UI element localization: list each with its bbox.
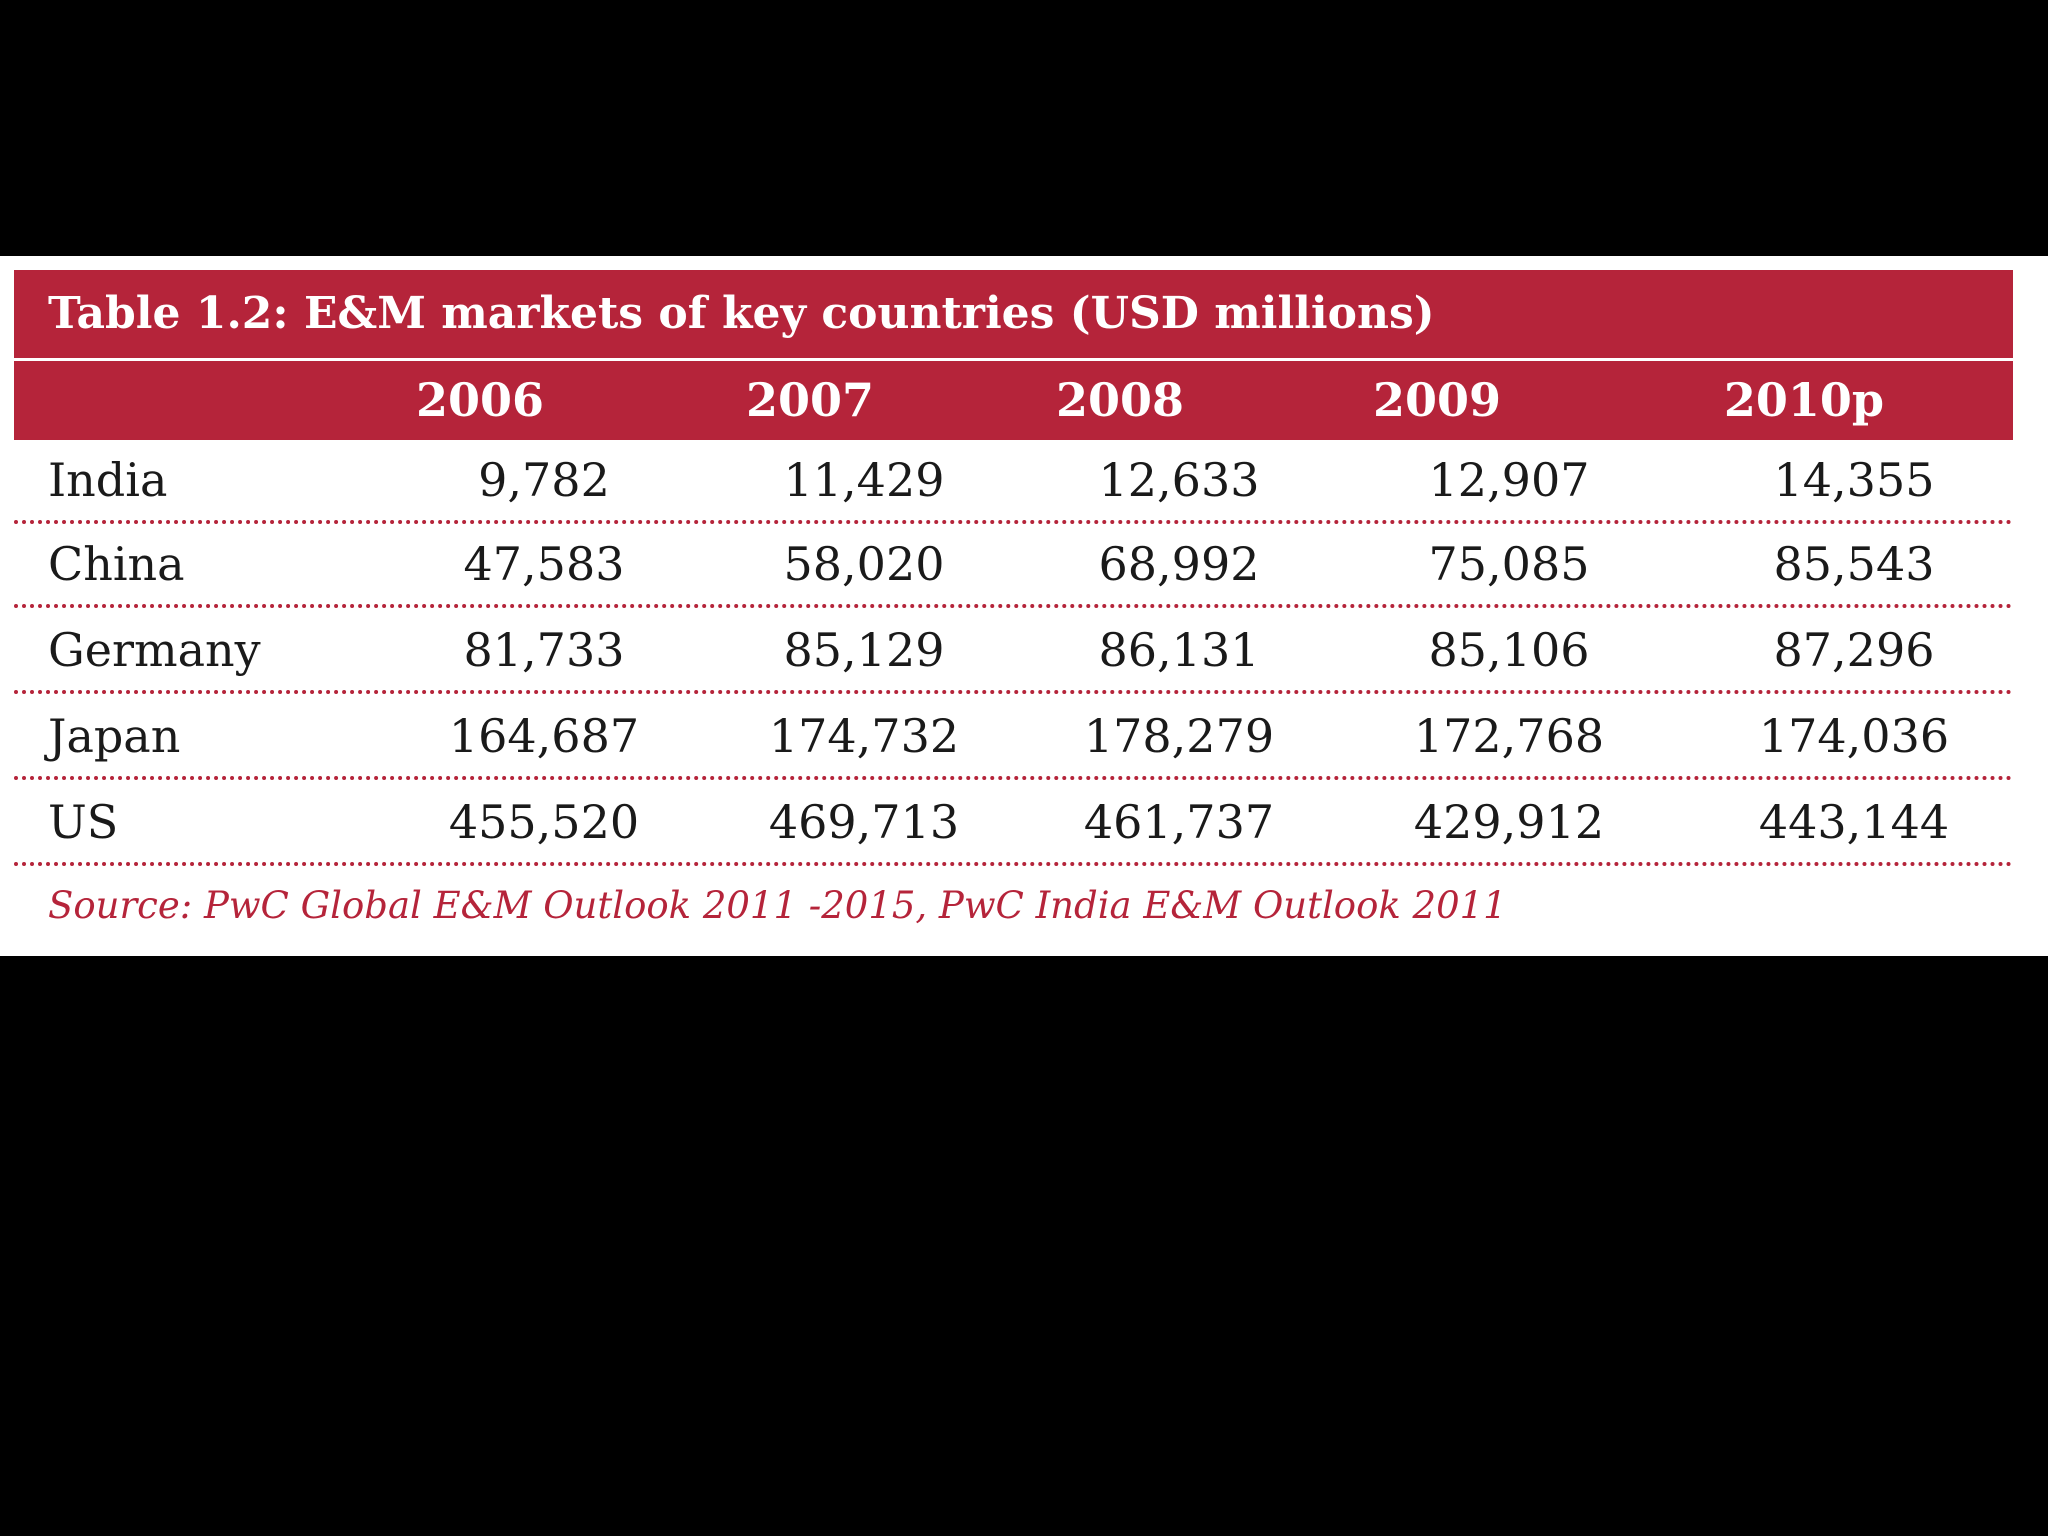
table-row-germany: Germany 81,733 85,129 86,131 85,106 87,2… — [14, 610, 2013, 694]
table-cell: 12,633 — [1098, 453, 1260, 507]
table-cell: 9,782 — [478, 453, 610, 507]
table-cell: 12,907 — [1428, 453, 1590, 507]
table-row-china: China 47,583 58,020 68,992 75,085 85,543 — [14, 524, 2013, 608]
table-row-japan: Japan 164,687 174,732 178,279 172,768 17… — [14, 696, 2013, 780]
table-cell: 178,279 — [1083, 709, 1275, 763]
table-cell: 461,737 — [1083, 795, 1275, 849]
table-cell: 429,912 — [1413, 795, 1605, 849]
table-cell: 11,429 — [783, 453, 945, 507]
table-cell: 81,733 — [463, 623, 625, 677]
table-cell: 14,355 — [1773, 453, 1935, 507]
table-cell: 85,106 — [1428, 623, 1590, 677]
table-cell: 58,020 — [783, 537, 945, 591]
table-cell: 86,131 — [1098, 623, 1260, 677]
column-header-2006: 2006 — [415, 373, 545, 427]
table-cell: 174,732 — [768, 709, 960, 763]
column-header-2008: 2008 — [1055, 373, 1185, 427]
source-note: Source: PwC Global E&M Outlook 2011 -201… — [48, 884, 1507, 927]
table-cell: 469,713 — [768, 795, 960, 849]
column-header-2010p: 2010p — [1723, 373, 1885, 427]
table-cell: 75,085 — [1428, 537, 1590, 591]
table-row-us: US 455,520 469,713 461,737 429,912 443,1… — [14, 782, 2013, 866]
row-label: India — [48, 453, 168, 507]
column-header-2009: 2009 — [1372, 373, 1502, 427]
table-cell: 164,687 — [448, 709, 640, 763]
table-title: Table 1.2: E&M markets of key countries … — [14, 270, 2013, 358]
table-cell: 68,992 — [1098, 537, 1260, 591]
table-cell: 455,520 — [448, 795, 640, 849]
column-header-2007: 2007 — [745, 373, 875, 427]
table-cell: 85,129 — [783, 623, 945, 677]
table-cell: 174,036 — [1758, 709, 1950, 763]
table-row-india: India 9,782 11,429 12,633 12,907 14,355 — [14, 440, 2013, 524]
row-label: Germany — [48, 623, 261, 677]
table-header-row: 2006 2007 2008 2009 2010p — [14, 358, 2013, 440]
table-cell: 87,296 — [1773, 623, 1935, 677]
table-cell: 85,543 — [1773, 537, 1935, 591]
row-label: China — [48, 537, 185, 591]
row-label: Japan — [48, 709, 181, 763]
table-cell: 172,768 — [1413, 709, 1605, 763]
table-cell: 443,144 — [1758, 795, 1950, 849]
row-label: US — [48, 795, 119, 849]
table-panel: Table 1.2: E&M markets of key countries … — [0, 256, 2048, 956]
table-cell: 47,583 — [463, 537, 625, 591]
